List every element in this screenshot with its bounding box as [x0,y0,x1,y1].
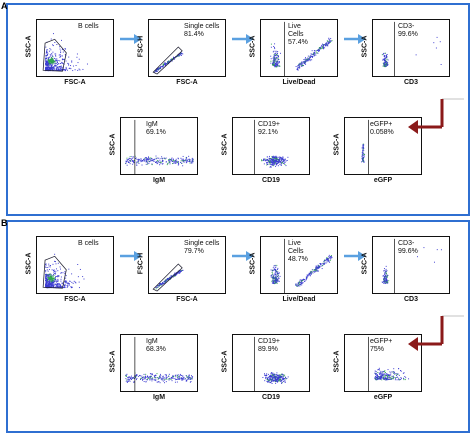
gate-name: eGFP+ [369,338,394,346]
gate-percentage: 81.4% [183,31,205,39]
gate-name: B cells [77,23,100,31]
panel-letter: A [1,1,8,11]
gate-percentage: 57.4% [287,39,309,47]
gate-name: CD19+ [257,121,281,129]
flow-plot: CD19+ 89.9% [232,334,310,392]
y-axis-label: SSC-A [25,252,33,275]
flow-arrow [232,34,254,44]
y-axis-label: SSC-A [333,350,341,373]
gate-name: IgM [145,338,159,346]
gate-name: Live Cells [287,23,305,39]
y-axis-label: SSC-A [25,35,33,58]
x-axis-label: Live/Dead [282,79,316,86]
scatter-points [368,336,410,391]
flow-plot: eGFP+ 0.058% [344,117,422,175]
y-axis-label: SSC-A [221,350,229,373]
scatter-points [152,46,184,75]
y-axis-label: FSC-H [137,35,145,58]
scatter-points [125,336,194,391]
scatter-points [381,21,442,76]
gate-percentage: 69.1% [145,129,167,137]
y-axis-label: SSC-A [249,252,257,275]
flow-plot: B cells [36,19,114,77]
return-arrow [408,98,464,134]
flow-plot: Live Cells 57.4% [260,19,338,77]
flow-arrow [120,251,142,261]
scatter-points [361,119,369,174]
flow-plot: IgM 68.3% [120,334,198,392]
x-axis-label: CD19 [262,394,280,401]
flow-plot: CD3- 99.6% [372,19,450,77]
gate-name: CD3- [397,23,416,31]
x-axis-label: FSC-A [176,296,198,303]
panel-b: B cells SSC-A FSC-A Single cells 79.7% FSC-H F… [6,220,470,433]
scatter-points [42,253,85,289]
x-axis-label: eGFP [373,177,393,184]
flow-plot: eGFP+ 75% [344,334,422,392]
gate-percentage: 89.9% [257,346,279,354]
flow-plot: CD3- 99.6% [372,236,450,294]
gate-percentage: 75% [369,346,386,354]
y-axis-label: SSC-A [361,35,369,58]
x-axis-label: IgM [152,177,166,184]
scatter-points [270,238,333,293]
y-axis-label: SSC-A [361,252,369,275]
y-axis-label: SSC-A [249,35,257,58]
return-arrow [408,315,464,351]
y-axis-label: SSC-A [109,133,117,156]
x-axis-label: IgM [152,394,166,401]
gate-name: Live Cells [287,240,305,256]
y-axis-label: SSC-A [109,350,117,373]
flow-plot: Live Cells 48.7% [260,236,338,294]
x-axis-label: CD19 [262,177,280,184]
x-axis-label: FSC-A [64,79,86,86]
panel-letter: B [1,218,8,228]
flow-plot: IgM 69.1% [120,117,198,175]
flow-arrow [344,251,366,261]
panel-a: B cells SSC-A FSC-A Single cells 81.4% FSC-H F… [6,3,470,216]
gate-name: CD3- [397,240,416,248]
y-axis-label: FSC-H [137,252,145,275]
flow-plot: B cells [36,236,114,294]
scatter-points [42,33,88,72]
flow-arrow [120,34,142,44]
gate-percentage: 48.7% [287,256,309,264]
gate-percentage: 79.7% [183,248,205,256]
flow-arrow [344,34,366,44]
scatter-points [152,263,184,292]
scatter-points [381,238,442,293]
gate-name: Single cells [183,23,221,31]
flow-plot: Single cells 79.7% [148,236,226,294]
gate-name: eGFP+ [369,121,394,129]
scatter-points [254,336,289,391]
flow-plot: CD19+ 92.1% [232,117,310,175]
x-axis-label: CD3 [403,79,418,86]
gate-percentage: 99.6% [397,248,419,256]
x-axis-label: eGFP [373,394,393,401]
y-axis-label: SSC-A [333,133,341,156]
flow-arrow [232,251,254,261]
gate-percentage: 92.1% [257,129,279,137]
flow-plot: Single cells 81.4% [148,19,226,77]
gate-percentage: 0.058% [369,129,395,137]
gate-name: Single cells [183,240,221,248]
gate-name: IgM [145,121,159,129]
gate-name: B cells [77,240,100,248]
scatter-points [270,21,333,76]
y-axis-label: SSC-A [221,133,229,156]
x-axis-label: CD3 [403,296,418,303]
gate-percentage: 99.6% [397,31,419,39]
gate-percentage: 68.3% [145,346,167,354]
x-axis-label: FSC-A [64,296,86,303]
gate-name: CD19+ [257,338,281,346]
x-axis-label: Live/Dead [282,296,316,303]
x-axis-label: FSC-A [176,79,198,86]
scatter-points [254,119,289,174]
scatter-points [125,119,194,174]
